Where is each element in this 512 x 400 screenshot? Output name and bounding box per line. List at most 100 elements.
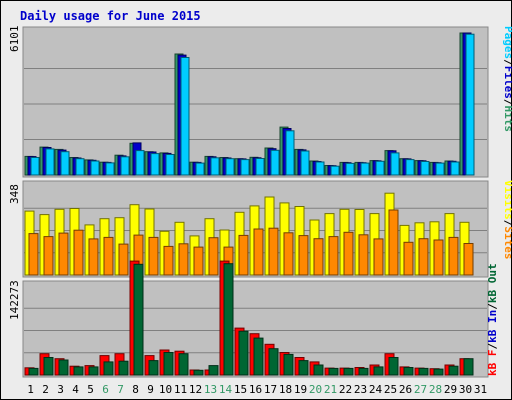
bar-sites-day-1 <box>28 233 39 276</box>
bar-sites-day-15 <box>238 234 249 276</box>
day-label-24: 24 <box>369 383 383 396</box>
bar-pages-day-8 <box>135 150 145 176</box>
bar-pages-day-4 <box>75 158 85 176</box>
bar-sites-day-13 <box>208 237 219 276</box>
bars-bottom <box>24 260 474 376</box>
max-label-top: 6101 <box>8 26 21 53</box>
day-label-15: 15 <box>234 383 247 396</box>
bar-pages-day-28 <box>435 162 445 176</box>
bar-pages-day-25 <box>390 152 400 176</box>
bar-kb-out-day-25 <box>388 357 399 376</box>
bar-sites-day-9 <box>148 236 159 276</box>
panel-kb: 142273 kB F/kB In/kB Out <box>8 260 499 378</box>
bar-sites-day-28 <box>433 239 444 276</box>
bar-kb-out-day-22 <box>343 367 354 376</box>
svg-text:Pages/Files/Hits: Pages/Files/Hits <box>502 26 512 132</box>
bar-pages-day-10 <box>165 154 175 176</box>
day-label-3: 3 <box>57 383 64 396</box>
day-label-26: 26 <box>399 383 412 396</box>
bar-pages-day-29 <box>450 161 460 176</box>
bar-sites-day-4 <box>73 229 84 276</box>
day-label-2: 2 <box>42 383 49 396</box>
bar-kb-out-day-19 <box>298 360 309 376</box>
bar-sites-day-27 <box>418 238 429 276</box>
bar-kb-out-day-8 <box>133 263 144 376</box>
bar-pages-day-26 <box>405 159 415 176</box>
bar-sites-day-6 <box>103 236 114 276</box>
bar-kb-out-day-30 <box>463 358 474 376</box>
bar-pages-day-15 <box>240 159 250 176</box>
day-label-31: 31 <box>474 383 487 396</box>
day-label-21: 21 <box>324 383 337 396</box>
legend-visits: Visits <box>502 180 512 220</box>
day-label-6: 6 <box>102 383 109 396</box>
bar-kb-out-day-1 <box>28 367 39 376</box>
day-label-18: 18 <box>279 383 292 396</box>
bar-kb-out-day-5 <box>88 366 99 376</box>
day-label-10: 10 <box>159 383 172 396</box>
gridlines-top <box>24 68 487 140</box>
bar-pages-day-23 <box>360 162 370 176</box>
bar-pages-day-5 <box>90 160 100 176</box>
legend-sites: Sites <box>502 226 512 259</box>
legend-kb-in: kB In <box>486 310 499 343</box>
day-label-12: 12 <box>189 383 202 396</box>
bar-sites-day-23 <box>358 234 369 276</box>
day-label-7: 7 <box>117 383 124 396</box>
bar-sites-day-20 <box>313 238 324 276</box>
day-label-11: 11 <box>174 383 187 396</box>
bar-sites-day-30 <box>463 243 474 276</box>
legend-top: Pages/Files/Hits <box>502 26 512 132</box>
bar-pages-day-22 <box>345 162 355 176</box>
panel-pages-files-hits: 6101 Pages/Files/Hits <box>8 26 512 178</box>
day-label-19: 19 <box>294 383 307 396</box>
bar-kb-out-day-10 <box>163 352 174 376</box>
day-label-16: 16 <box>249 383 262 396</box>
bar-pages-day-27 <box>420 161 430 176</box>
bar-kb-out-day-26 <box>403 367 414 376</box>
bar-kb-out-day-24 <box>373 366 384 376</box>
bar-pages-day-9 <box>150 153 160 176</box>
bar-pages-day-24 <box>375 160 385 176</box>
bar-sites-day-25 <box>388 209 399 276</box>
bar-pages-day-18 <box>285 130 295 176</box>
day-label-9: 9 <box>147 383 154 396</box>
day-label-13: 13 <box>204 383 217 396</box>
day-label-17: 17 <box>264 383 277 396</box>
day-label-5: 5 <box>87 383 94 396</box>
legend-kb-out: kB Out <box>486 263 499 303</box>
bar-pages-day-2 <box>45 148 55 176</box>
bar-kb-out-day-13 <box>208 365 219 376</box>
bar-kb-out-day-29 <box>448 365 459 376</box>
legend-pages: Pages <box>502 26 512 59</box>
bar-sites-day-10 <box>163 245 174 276</box>
x-axis-day-labels: 1 2 3 4 5 6 7 8 9 10 11 12 13 14 15 16 17 18 19 20 21 22 23 24 2… <box>27 383 487 396</box>
day-label-8: 8 <box>132 383 139 396</box>
bars-top <box>24 32 475 176</box>
chart-title: Daily usage for June 2015 <box>20 9 201 23</box>
bar-sites-day-16 <box>253 228 264 276</box>
bar-sites-day-21 <box>328 236 339 276</box>
bar-pages-day-11 <box>180 57 190 176</box>
bar-kb-out-day-12 <box>193 369 204 376</box>
bar-pages-day-21 <box>330 165 340 176</box>
svg-text:Visits/Sites: Visits/Sites <box>502 180 512 260</box>
legend-middle: Visits/Sites <box>502 180 512 260</box>
bar-sites-day-19 <box>298 235 309 276</box>
day-label-29: 29 <box>444 383 457 396</box>
day-label-1: 1 <box>27 383 34 396</box>
day-label-14: 14 <box>219 383 233 396</box>
legend-bottom: kB F/kB In/kB Out <box>486 263 499 376</box>
bar-sites-day-17 <box>268 227 279 276</box>
bar-pages-day-6 <box>105 162 115 176</box>
bar-sites-day-24 <box>373 238 384 276</box>
bar-kb-out-day-15 <box>238 330 249 376</box>
legend-files: Files <box>502 66 512 99</box>
bar-kb-out-day-28 <box>433 368 444 376</box>
day-label-28: 28 <box>429 383 442 396</box>
bar-kb-out-day-6 <box>103 361 114 376</box>
day-label-22: 22 <box>339 383 352 396</box>
bar-sites-day-26 <box>403 241 414 276</box>
bar-pages-day-20 <box>315 161 325 176</box>
